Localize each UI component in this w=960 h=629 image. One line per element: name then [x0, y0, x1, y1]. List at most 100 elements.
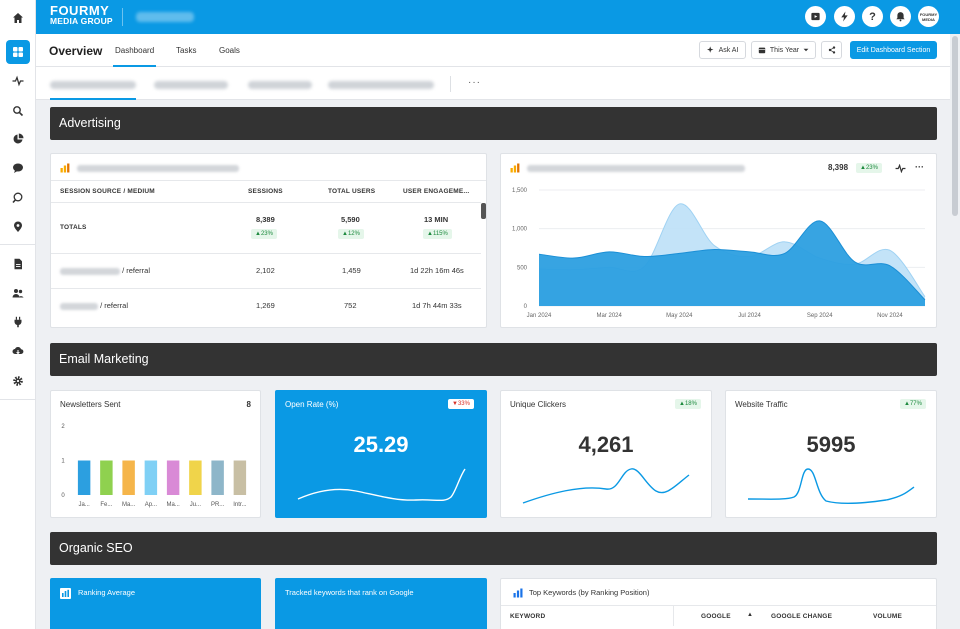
x-tick-label: Fe... — [100, 502, 112, 508]
sidebar-divider — [0, 244, 36, 245]
tab-dashboard[interactable]: Dashboard — [112, 46, 157, 67]
column-header-keyword[interactable]: KEYWORD — [510, 613, 546, 620]
area-series-1[interactable] — [539, 220, 925, 306]
pulse-icon[interactable] — [895, 164, 906, 173]
totals-users: 5,590 — [341, 215, 360, 224]
subtab-4[interactable] — [328, 81, 434, 89]
column-header-sessions[interactable]: SESSIONS — [248, 188, 283, 195]
blurred-source — [60, 302, 98, 310]
edit-dashboard-section-button[interactable]: Edit Dashboard Section — [850, 41, 937, 59]
row-sessions: 2,102 — [256, 266, 275, 275]
bar[interactable] — [211, 460, 224, 496]
y-tick-label: 0 — [61, 493, 65, 499]
calendar-icon — [758, 47, 766, 54]
x-tick-label: Ja... — [78, 502, 90, 508]
date-range-select[interactable]: This Year — [751, 41, 816, 59]
open-rate-value: 25.29 — [353, 432, 409, 457]
gear-icon[interactable] — [6, 369, 30, 393]
bar[interactable] — [77, 460, 91, 496]
cloud-download-icon[interactable] — [6, 339, 30, 363]
bar[interactable] — [122, 460, 135, 496]
report-icon[interactable] — [6, 252, 30, 276]
chat-icon[interactable] — [6, 156, 30, 180]
more-subtabs-button[interactable]: ··· — [468, 77, 481, 88]
bar[interactable] — [166, 460, 180, 496]
newsletters-count: 8 — [246, 400, 251, 409]
lightning-icon[interactable] — [834, 6, 855, 27]
pie-chart-icon[interactable] — [6, 127, 30, 151]
page-scrollbar[interactable] — [950, 34, 960, 629]
column-divider — [673, 606, 674, 626]
pulse-icon[interactable] — [6, 69, 30, 93]
column-header-google[interactable]: GOOGLE — [701, 613, 731, 620]
bar[interactable] — [144, 460, 158, 496]
chart-more-button[interactable]: ··· — [915, 162, 924, 172]
column-header-google-change[interactable]: GOOGLE CHANGE — [771, 613, 833, 620]
x-tick-label: Sep 2024 — [807, 313, 833, 319]
row-engagement: 1d 7h 44m 33s — [412, 301, 462, 310]
column-header-volume[interactable]: VOLUME — [873, 613, 903, 620]
tab-goals[interactable]: Goals — [219, 46, 240, 55]
subtab-1[interactable] — [50, 81, 136, 89]
ask-ai-button[interactable]: Ask AI — [699, 41, 746, 59]
active-subtab-indicator — [50, 98, 136, 100]
totals-engagement-change: ▲115% — [423, 229, 452, 239]
open-rate-title: Open Rate (%) — [285, 400, 339, 409]
media-icon[interactable] — [805, 6, 826, 27]
area-chart: 0 500 1,000 1,500 Jan 2024 Mar 2024 May 2024 Ju… — [512, 188, 926, 319]
row-engagement: 1d 22h 16m 46s — [410, 266, 464, 275]
search-analytics-icon[interactable] — [6, 186, 30, 210]
ad-chart-title — [527, 165, 745, 172]
column-header-source[interactable]: SESSION SOURCE / MEDIUM — [60, 188, 155, 195]
user-avatar[interactable]: FOURMY MEDIA — [918, 6, 939, 27]
table-divider — [51, 288, 481, 289]
bar[interactable] — [233, 460, 247, 496]
dashboard-icon[interactable] — [6, 40, 30, 64]
row-users: 1,459 — [342, 266, 361, 275]
ad-table-title — [77, 165, 239, 172]
website-traffic-card: Website Traffic ▲77% 5995 — [725, 390, 937, 518]
subtab-divider — [450, 76, 451, 92]
brand-logo[interactable]: FOURMY MEDIA GROUP — [50, 3, 113, 26]
share-button[interactable] — [821, 41, 842, 59]
subtab-3[interactable] — [248, 81, 312, 89]
location-pin-icon[interactable] — [6, 215, 30, 239]
totals-users-change: ▲12% — [338, 229, 364, 239]
ad-sessions-table-card: SESSION SOURCE / MEDIUM SESSIONS TOTAL U… — [50, 153, 487, 328]
y-tick-label: 0 — [524, 304, 528, 310]
search-icon[interactable] — [6, 99, 30, 123]
column-header-engagement[interactable]: USER ENGAGEME... — [403, 188, 470, 195]
home-icon[interactable] — [6, 6, 30, 30]
ad-area-chart-card: 8,398 ▲23% ··· 0 500 1,000 1,500 Jan 2024 Mar… — [500, 153, 937, 328]
sort-ascending-icon[interactable]: ▲ — [747, 612, 753, 618]
totals-sessions: 8,389 — [256, 215, 275, 224]
newsletters-sent-card: Newsletters Sent 8 0 1 2 Ja... Fe... Ma... Ap.… — [50, 390, 261, 518]
y-tick-label: 1,000 — [512, 227, 528, 233]
subtab-2[interactable] — [154, 81, 228, 89]
scrollbar-thumb[interactable] — [952, 36, 958, 216]
tracked-keywords-card: Tracked keywords that rank on Google — [275, 578, 487, 629]
table-row[interactable]: / referral — [60, 301, 128, 310]
page-header: Overview Dashboard Tasks Goals Ask AI Th… — [36, 34, 950, 67]
users-icon[interactable] — [6, 281, 30, 305]
table-row[interactable]: / referral — [60, 266, 150, 275]
tab-tasks[interactable]: Tasks — [176, 46, 197, 55]
bar[interactable] — [100, 460, 113, 496]
bell-icon[interactable] — [890, 6, 911, 27]
plug-icon[interactable] — [6, 310, 30, 334]
section-header-advertising: Advertising — [50, 107, 937, 140]
unique-clickers-title: Unique Clickers — [510, 400, 567, 409]
x-tick-label: Jul 2024 — [738, 313, 761, 319]
table-scrollbar-thumb[interactable] — [481, 203, 486, 219]
blurred-source — [60, 267, 120, 275]
help-icon[interactable]: ? — [862, 6, 883, 27]
unique-clickers-sparkline — [522, 468, 690, 504]
table-divider — [51, 180, 486, 181]
column-header-users[interactable]: TOTAL USERS — [328, 188, 376, 195]
date-range-label: This Year — [769, 46, 800, 54]
bar[interactable] — [189, 460, 202, 496]
client-selector[interactable] — [136, 12, 194, 22]
sidebar — [0, 0, 36, 629]
analytics-icon — [60, 163, 70, 173]
logo-divider — [122, 8, 123, 26]
